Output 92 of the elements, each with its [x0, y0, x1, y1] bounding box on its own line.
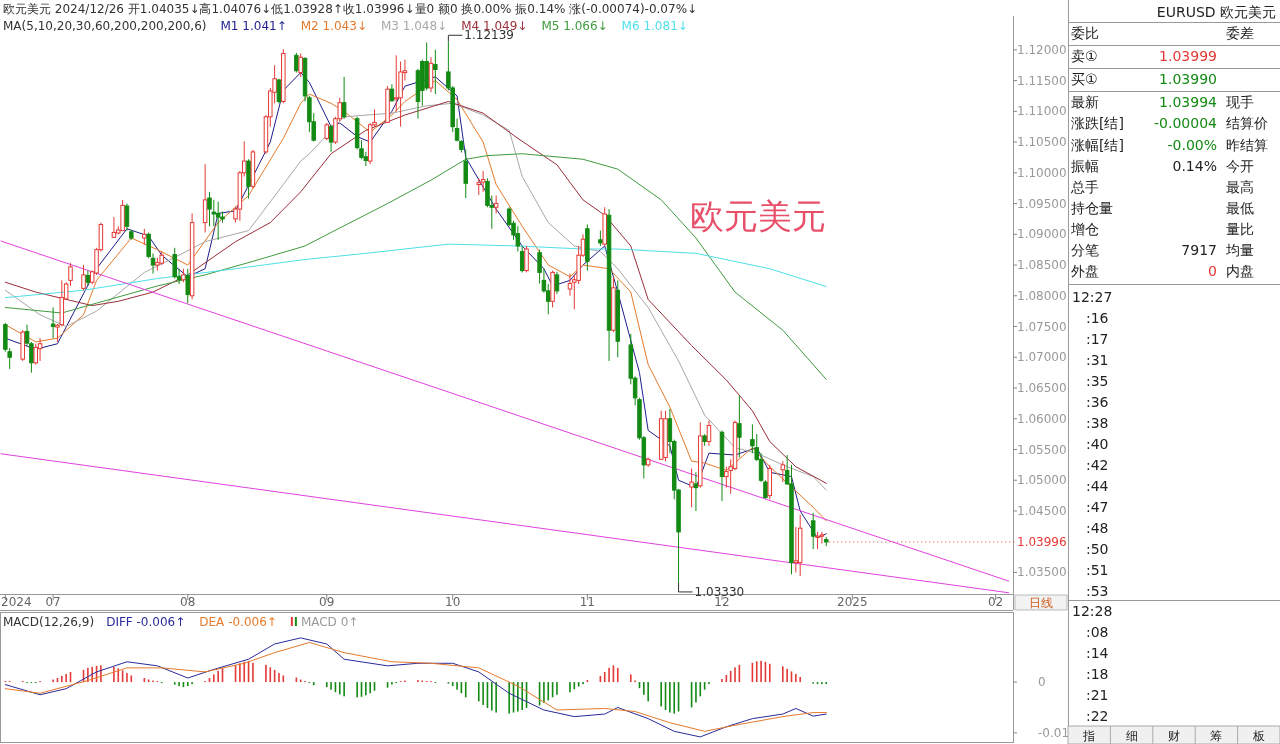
text: 均量 — [1226, 242, 1254, 258]
x-tick-label: 09 — [319, 595, 335, 609]
text: :18 — [1086, 666, 1109, 682]
text: 昨结算 — [1226, 137, 1268, 153]
y-tick-label: 1.12000 — [1017, 42, 1067, 57]
text: :51 — [1086, 562, 1109, 578]
text: 委比 — [1071, 25, 1099, 41]
text: :22 — [1086, 708, 1109, 724]
text: 1.03994 — [1159, 94, 1217, 110]
text: 今开 — [1226, 158, 1254, 174]
x-tick-label: 11 — [579, 595, 595, 609]
text: 振幅 — [1071, 158, 1099, 174]
text: 涨跌[结] — [1071, 115, 1124, 131]
text: :36 — [1086, 394, 1109, 410]
text: 量比 — [1226, 221, 1254, 237]
text: -0.00% — [1167, 137, 1217, 153]
category-label: 指 — [1082, 729, 1096, 743]
y-tick-label: 1.06000 — [1017, 411, 1067, 426]
text: :14 — [1086, 645, 1109, 661]
text: 0 — [1208, 263, 1217, 279]
category-label: 板 — [1251, 729, 1265, 743]
text: 持仓量 — [1071, 200, 1113, 216]
y-tick-label: 1.11000 — [1017, 104, 1067, 119]
y-tick-label: 1.09000 — [1017, 227, 1067, 242]
text: 12:27 — [1072, 289, 1113, 305]
text: 0.14% — [1172, 158, 1217, 174]
y-tick-label: 1.11500 — [1017, 73, 1067, 88]
category-label: 财 — [1168, 729, 1180, 743]
text: :17 — [1086, 331, 1109, 347]
chart-title: MACD(12,26,9) — [3, 615, 95, 629]
category-label: 筹 — [1210, 729, 1223, 743]
text: 总手 — [1071, 179, 1099, 195]
x-tick-label: 02 — [987, 595, 1004, 609]
text: 最高 — [1226, 179, 1254, 195]
text: :48 — [1086, 520, 1109, 536]
text: 内盘 — [1226, 263, 1254, 279]
text: 最新 — [1071, 94, 1099, 110]
x-tick-label: 10 — [445, 595, 461, 609]
y-tick-label: 1.03500 — [1017, 565, 1067, 580]
annotation: 1.03996 — [1017, 534, 1067, 549]
y-tick-label: 1.06500 — [1017, 381, 1067, 396]
chart-title: 欧元美元 2024/12/26 开1.04035↓高1.04076↓低1.03928↑收1.03996↓量0 额0 换0.00% 振0.14% 涨(-0.00074)-0.07%↓ — [3, 2, 698, 16]
y-tick-label: 1.08500 — [1017, 258, 1067, 273]
text: :53 — [1086, 583, 1109, 599]
text: 日线 — [1029, 596, 1053, 610]
y-tick-label: 1.05000 — [1017, 473, 1067, 488]
text: 1.03990 — [1159, 71, 1217, 87]
y-tick-label: 1.05500 — [1017, 442, 1067, 457]
y-tick-label: 1.07500 — [1017, 319, 1067, 334]
text: :38 — [1086, 415, 1109, 431]
text: 1.03999 — [1159, 48, 1217, 64]
annotation: 欧元美元 — [690, 196, 826, 236]
y-tick-label: 1.08000 — [1017, 288, 1067, 303]
text: :21 — [1086, 687, 1109, 703]
text: 12:28 — [1072, 603, 1113, 619]
y-tick-label: 1.10000 — [1017, 165, 1067, 180]
series-label: DEA -0.006↑ — [199, 615, 277, 629]
text: EURUSD 欧元美元 — [1156, 4, 1276, 20]
text: :08 — [1086, 624, 1109, 640]
x-tick-label: 07 — [45, 595, 61, 609]
text: 分笔 — [1071, 242, 1099, 258]
text: 增仓 — [1071, 221, 1099, 237]
text: 买① — [1071, 71, 1098, 87]
text: 涨幅[结] — [1071, 137, 1124, 153]
text: :50 — [1086, 541, 1109, 557]
y-tick-label: -0.01 — [1038, 725, 1070, 740]
text: :42 — [1086, 457, 1109, 473]
text: 委差 — [1226, 25, 1254, 41]
y-tick-label: 1.07000 — [1017, 350, 1067, 365]
text: :31 — [1086, 352, 1109, 368]
y-tick-label: 0 — [1038, 675, 1046, 690]
text: 7917 — [1181, 242, 1217, 258]
text: :35 — [1086, 373, 1109, 389]
category-label: 细 — [1125, 729, 1138, 743]
x-tick-label: 2024 — [1, 595, 32, 609]
x-tick-label: 2025 — [837, 595, 868, 609]
text: :40 — [1086, 436, 1109, 452]
x-tick-label: 08 — [180, 595, 196, 609]
y-tick-label: 1.09500 — [1017, 196, 1067, 211]
text: :16 — [1086, 310, 1109, 326]
text: 结算价 — [1226, 115, 1268, 131]
y-tick-label: 1.04500 — [1017, 503, 1067, 518]
text: 外盘 — [1071, 263, 1099, 279]
y-tick-label: 1.10500 — [1017, 135, 1067, 150]
text: 最低 — [1226, 200, 1254, 216]
text: 现手 — [1226, 94, 1254, 110]
text: -0.00004 — [1154, 115, 1217, 131]
text: :44 — [1086, 478, 1109, 494]
text: 卖① — [1071, 48, 1098, 64]
legend-label: MACD 0↑ — [300, 615, 359, 629]
text: :47 — [1086, 499, 1109, 515]
text: DIFF -0.006↑ — [106, 615, 186, 629]
